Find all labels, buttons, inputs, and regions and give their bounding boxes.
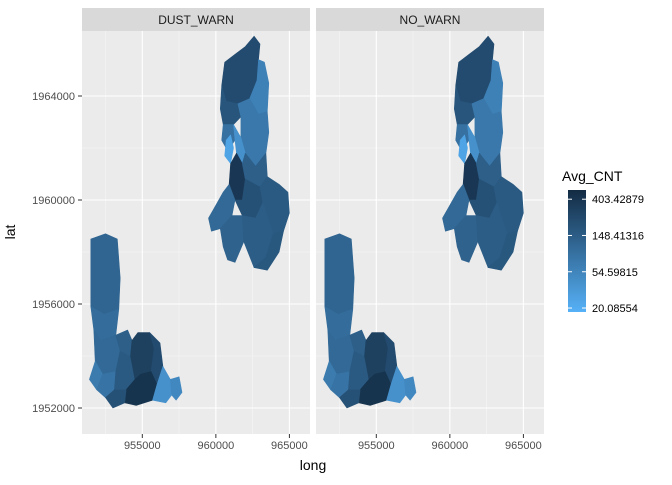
legend-label: 403.42879	[592, 194, 644, 206]
map-region	[487, 230, 518, 271]
x-tick-label: 965000	[505, 440, 542, 452]
x-tick-label: 960000	[431, 440, 468, 452]
map-region	[453, 85, 476, 125]
legend-colorbar	[568, 190, 586, 312]
facet-label-dust-warn: DUST_WARN	[158, 13, 234, 27]
x-tick-label: 960000	[197, 440, 234, 452]
map-region	[339, 389, 361, 409]
legend-label: 20.08554	[592, 303, 638, 315]
x-tick-label: 955000	[358, 440, 395, 452]
legend-label: 148.41316	[592, 230, 644, 242]
map-region	[324, 233, 355, 315]
x-tick-label: 965000	[271, 440, 308, 452]
facet-strip-2	[316, 8, 544, 31]
map-region	[90, 233, 121, 315]
map-region	[224, 134, 234, 164]
y-axis-title: lat	[2, 225, 18, 240]
facet-label-no-warn: NO_WARN	[400, 13, 461, 27]
legend-label: 54.59815	[592, 267, 638, 279]
facet-strip-1	[82, 8, 310, 31]
panel-1-regions	[89, 35, 290, 409]
y-tick-label: 1960000	[32, 195, 75, 207]
legend-title: Avg_CNT	[562, 168, 623, 184]
x-tick-label: 955000	[124, 440, 161, 452]
map-region	[220, 85, 242, 125]
map-region	[453, 215, 479, 263]
map-region	[105, 389, 127, 409]
map-region	[253, 230, 284, 271]
y-tick-label: 1952000	[32, 403, 75, 415]
map-region	[458, 134, 468, 164]
map-region	[220, 215, 245, 263]
x-axis-title: long	[300, 457, 326, 473]
y-tick-label: 1956000	[32, 299, 75, 311]
y-tick-label: 1964000	[32, 91, 75, 103]
map-region	[170, 376, 183, 401]
map-region	[403, 376, 417, 401]
panel-2-regions	[323, 35, 524, 409]
